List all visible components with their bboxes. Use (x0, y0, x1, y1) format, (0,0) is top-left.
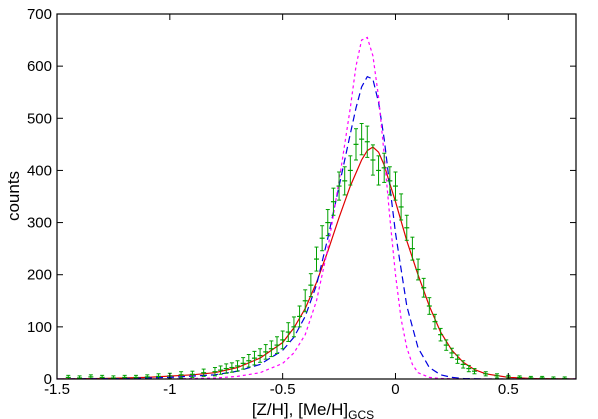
y-tick-label: 600 (27, 58, 52, 75)
x-axis-title-subscript: GCS (348, 408, 374, 419)
x-tick-label: -0.5 (270, 381, 296, 398)
x-axis-title: [Z/H], [Me/H]GCS (252, 400, 374, 419)
x-axis-title-main: [Z/H], [Me/H] (252, 400, 348, 419)
ticks-layer (56, 13, 576, 380)
y-axis-title: counts (4, 171, 23, 221)
series-layer (57, 36, 576, 379)
labels-layer: -1.5 -1 -0.5 0 0.5 0 100 200 300 400 500 600 700 (27, 6, 519, 398)
x-tick-label: 0 (391, 381, 399, 398)
y-tick-label: 400 (27, 162, 52, 179)
x-tick-label: -1.5 (44, 381, 70, 398)
x-tick-label: 0.5 (498, 381, 519, 398)
plot-frame (56, 13, 577, 380)
y-tick-label: 100 (27, 319, 52, 336)
y-tick-label: 500 (27, 110, 52, 127)
x-tick-label: -1 (163, 381, 176, 398)
data-points (65, 123, 568, 379)
model-dashed-line (57, 75, 576, 379)
y-tick-label: 200 (27, 267, 52, 284)
y-tick-label: 300 (27, 215, 52, 232)
model-dotted-line (57, 36, 576, 379)
y-tick-label: 700 (27, 6, 52, 23)
y-tick-label: 0 (44, 371, 52, 388)
